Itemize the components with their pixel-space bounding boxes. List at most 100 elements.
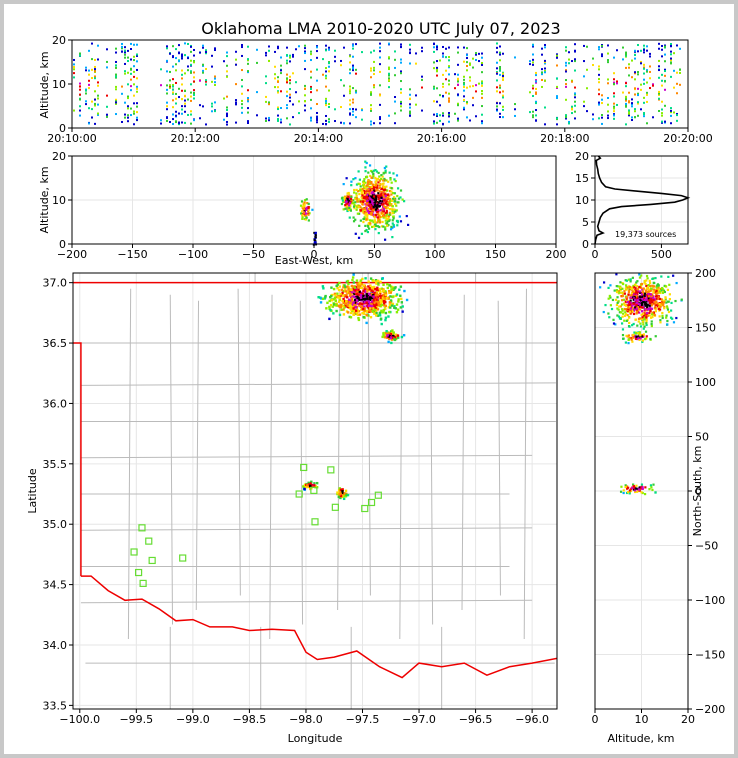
east-west-source bbox=[378, 175, 381, 178]
east-west-source bbox=[307, 202, 310, 205]
plan-view-source bbox=[384, 300, 387, 304]
east-west-source bbox=[385, 207, 388, 210]
north-south-source bbox=[637, 302, 640, 306]
plan-view-source bbox=[324, 294, 327, 298]
east-west-source bbox=[370, 207, 373, 210]
east-west-source bbox=[371, 195, 374, 198]
plan-view-source bbox=[346, 311, 350, 314]
time-height-source bbox=[133, 75, 135, 78]
east-west-source bbox=[369, 206, 372, 209]
north-south-source bbox=[648, 299, 651, 302]
plan-view-source bbox=[395, 310, 399, 314]
time-height-source bbox=[556, 54, 558, 57]
plan-view-source bbox=[342, 313, 346, 316]
time-height-source bbox=[586, 68, 588, 71]
time-height-source bbox=[481, 63, 483, 66]
plan-view-source bbox=[380, 303, 384, 307]
time-height-source bbox=[355, 43, 357, 46]
time-height-source bbox=[370, 93, 372, 96]
time-height-source bbox=[463, 78, 465, 81]
time-height-source bbox=[607, 103, 609, 106]
plan-view-source bbox=[382, 289, 385, 292]
north-south-source bbox=[632, 333, 635, 337]
time-height-source bbox=[676, 71, 678, 74]
time-height-source bbox=[166, 45, 168, 48]
north-south-source bbox=[652, 483, 655, 486]
east-west-source bbox=[381, 214, 385, 217]
north-south-source bbox=[609, 296, 612, 299]
north-south-source bbox=[643, 297, 646, 300]
time-height-source bbox=[241, 99, 243, 102]
north-south-axis-tick-label: −150 bbox=[695, 649, 725, 662]
time-height-source bbox=[556, 85, 558, 88]
time-height-source bbox=[115, 73, 117, 76]
plan-view-source bbox=[379, 280, 382, 284]
time-height-source bbox=[499, 112, 501, 115]
time-height-source bbox=[178, 112, 180, 115]
east-west-source bbox=[345, 200, 348, 204]
north-south-source bbox=[628, 325, 631, 328]
east-west-source bbox=[388, 202, 391, 205]
east-west-source bbox=[358, 212, 361, 215]
plan-view-source bbox=[352, 307, 355, 310]
time-height-source bbox=[388, 74, 390, 77]
plan-view-source bbox=[359, 296, 363, 299]
east-west-source bbox=[371, 200, 374, 203]
time-height-source bbox=[568, 120, 570, 123]
county-line bbox=[367, 294, 371, 596]
time-height-source bbox=[325, 49, 327, 52]
time-height-source bbox=[664, 60, 666, 63]
time-height-source bbox=[628, 112, 630, 115]
time-height-source bbox=[400, 43, 402, 46]
north-south-source bbox=[650, 486, 653, 489]
north-south-source bbox=[666, 300, 670, 303]
time-height-source bbox=[535, 87, 537, 90]
north-south-source bbox=[640, 295, 644, 298]
east-west-source bbox=[372, 172, 375, 176]
time-height-source bbox=[265, 51, 267, 54]
north-south-axis-tick-label: 0 bbox=[695, 485, 702, 498]
time-height-source bbox=[532, 44, 534, 47]
time-height-source bbox=[541, 71, 543, 74]
time-height-source bbox=[643, 101, 645, 104]
plan-view-source bbox=[338, 493, 341, 496]
time-height-source bbox=[187, 65, 189, 68]
time-height-source bbox=[400, 61, 402, 64]
time-height-source bbox=[565, 98, 567, 101]
plan-view-source bbox=[387, 306, 391, 309]
plan-view-source bbox=[365, 294, 369, 298]
time-height-source bbox=[226, 64, 228, 67]
north-south-source bbox=[631, 309, 635, 312]
time-height-source bbox=[310, 53, 312, 56]
east-west-source bbox=[369, 223, 372, 226]
time-height-source bbox=[670, 59, 672, 62]
east-west-source bbox=[390, 199, 394, 202]
time-height-source bbox=[613, 117, 615, 120]
time-height-source bbox=[529, 60, 531, 63]
east-west-source bbox=[374, 181, 377, 184]
time-axis-tick-label: 20:16:00 bbox=[417, 132, 466, 145]
east-west-source bbox=[382, 198, 385, 201]
time-height-source bbox=[277, 45, 279, 48]
time-height-source bbox=[541, 68, 543, 71]
plan-view-source bbox=[360, 302, 364, 306]
time-height-source bbox=[124, 101, 126, 104]
plan-view-source bbox=[397, 300, 400, 303]
time-height-source bbox=[304, 47, 306, 50]
time-height-source bbox=[373, 60, 375, 63]
east-west-source bbox=[368, 164, 372, 167]
plan-view-source bbox=[384, 307, 387, 310]
plan-view-source bbox=[390, 336, 394, 339]
east-west-source bbox=[399, 196, 402, 199]
time-height-source bbox=[661, 112, 663, 115]
time-height-source bbox=[205, 79, 207, 82]
time-height-source bbox=[661, 108, 663, 111]
plan-view-source bbox=[341, 294, 345, 297]
time-height-source bbox=[571, 106, 573, 109]
time-height-source bbox=[115, 85, 117, 88]
time-height-source bbox=[574, 100, 576, 103]
county-line bbox=[80, 454, 533, 459]
north-south-source bbox=[640, 298, 643, 301]
east-west-source bbox=[378, 194, 381, 197]
east-west-source bbox=[352, 216, 355, 219]
